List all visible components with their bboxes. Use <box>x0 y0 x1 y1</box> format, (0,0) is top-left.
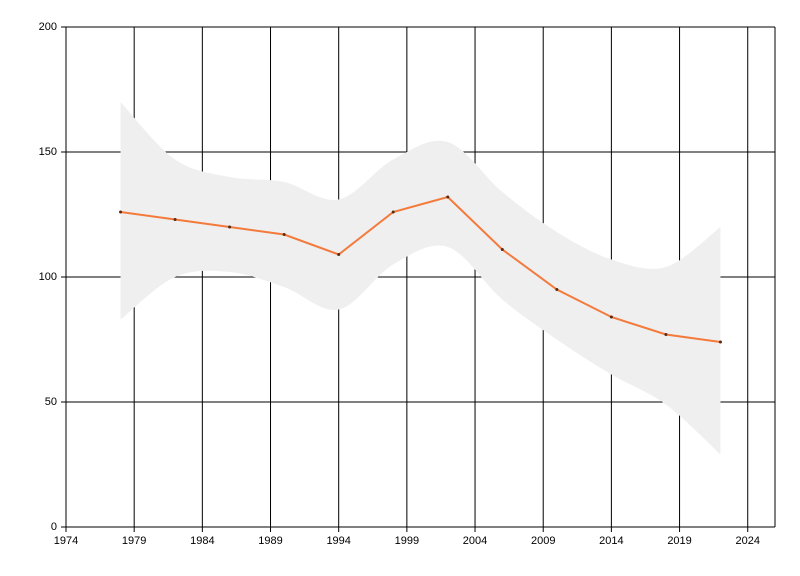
y-tick-label: 150 <box>39 146 57 158</box>
y-tick-label: 0 <box>51 521 57 533</box>
y-tick-label: 100 <box>39 271 57 283</box>
point <box>337 253 341 256</box>
x-tick-label: 2019 <box>667 535 691 547</box>
point <box>282 233 286 236</box>
point <box>228 225 232 229</box>
point <box>119 210 123 214</box>
x-tick-label: 1999 <box>395 535 419 547</box>
x-tick-label: 1984 <box>190 535 214 547</box>
x-tick-label: 1994 <box>326 535 350 547</box>
line <box>120 195 721 343</box>
x-tick-label: 1989 <box>258 535 282 547</box>
point <box>718 340 722 344</box>
y-tick-label: 200 <box>39 21 57 33</box>
confidence-band <box>120 102 721 455</box>
point <box>609 315 613 319</box>
point <box>500 248 504 251</box>
x-tick-label: 2024 <box>735 535 759 547</box>
y-tick-label: 50 <box>45 396 57 408</box>
x-tick-label: 2004 <box>463 535 487 547</box>
x-tick-label: 2009 <box>531 535 555 547</box>
x-tick-label: 1974 <box>54 535 78 547</box>
point <box>555 288 559 291</box>
point <box>391 210 395 214</box>
x-tick-label: 2014 <box>599 535 623 547</box>
point <box>173 218 177 221</box>
point <box>446 195 450 199</box>
point <box>664 333 668 336</box>
x-tick-label: 1979 <box>122 535 146 547</box>
